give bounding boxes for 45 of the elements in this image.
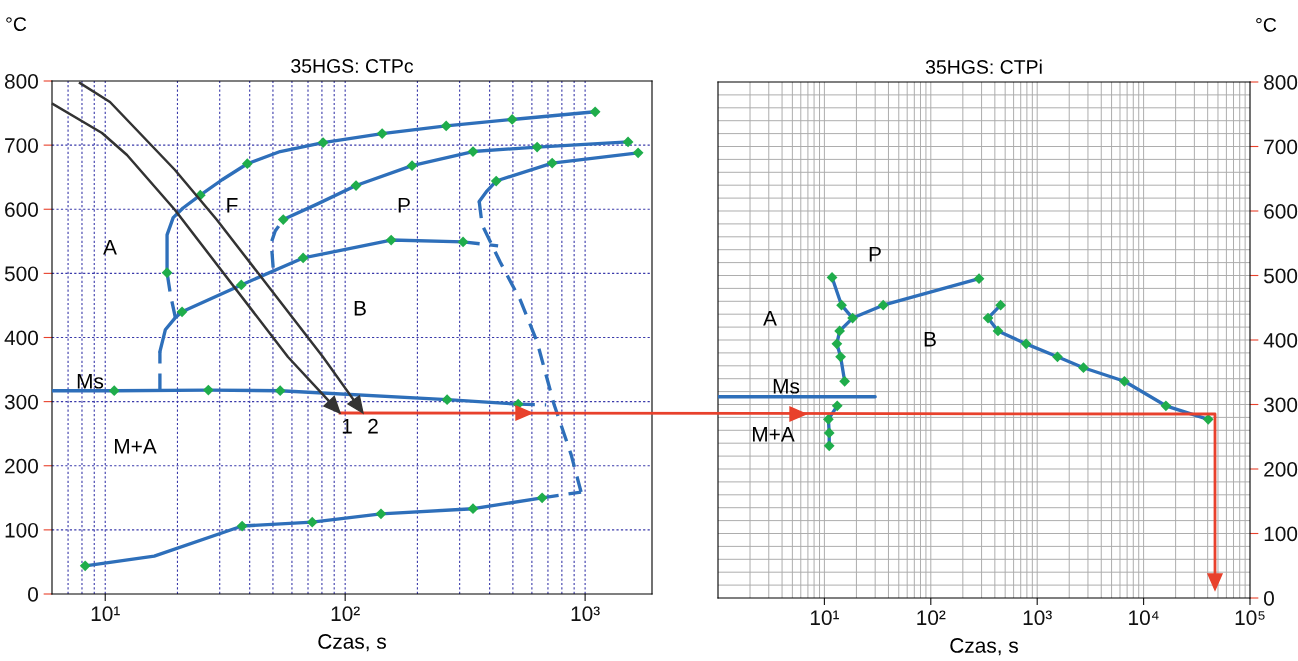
y-tick-label: 100 <box>5 522 38 538</box>
y-tick-label: 300 <box>4 394 38 410</box>
y2-tick-label: 300 <box>1263 397 1298 413</box>
x-tick-label: 10² <box>917 610 946 626</box>
x-axis-title: Czas, s <box>318 634 386 652</box>
x-tick-label: 10⁴ <box>1129 610 1159 626</box>
y-tick-label: 600 <box>5 202 38 217</box>
annotation: P <box>869 247 881 262</box>
y2-tick-label: 500 <box>1264 268 1298 284</box>
annotation: F <box>227 198 238 213</box>
annotation: A <box>103 240 117 255</box>
chart-title: 35HGS: CTPi <box>925 59 1042 74</box>
y2-tick-label: 200 <box>1264 462 1298 477</box>
annotation: M+A <box>753 427 795 442</box>
annotation: P <box>398 198 410 213</box>
x-tick-label: 10³ <box>571 606 600 622</box>
annotation: B <box>924 332 936 347</box>
annotation: 2 <box>368 418 378 434</box>
chart-title: 35HGS: CTPc <box>291 59 414 73</box>
y2-axis-title: °C <box>1256 17 1277 32</box>
y2-tick-label: 800 <box>1264 75 1298 90</box>
x-tick-label: 10⁵ <box>1235 610 1265 626</box>
annotation: Ms <box>773 379 800 394</box>
y-tick-label: 400 <box>4 330 38 346</box>
annotation: M+A <box>115 439 157 454</box>
y-tick-label: 0 <box>28 587 38 602</box>
x-tick-label: 10³ <box>1023 610 1052 626</box>
y-axis-title: °C <box>6 17 27 31</box>
y2-tick-label: 700 <box>1264 139 1298 155</box>
x-tick-label: 10¹ <box>810 610 839 626</box>
y2-tick-label: 100 <box>1264 526 1298 542</box>
x-tick-label: 10¹ <box>91 606 120 622</box>
annotation: B <box>354 301 366 316</box>
x-tick-label: 10² <box>331 606 360 622</box>
annotation: Ms <box>77 374 104 389</box>
y2-tick-label: 600 <box>1264 204 1298 219</box>
annotation: A <box>763 311 777 326</box>
y-tick-label: 500 <box>4 266 38 282</box>
y-tick-label: 800 <box>4 74 38 89</box>
y2-tick-label: 400 <box>1263 333 1298 348</box>
annotation: 1 <box>342 419 352 434</box>
y-tick-label: 200 <box>5 458 38 474</box>
y2-tick-label: 0 <box>1264 591 1274 606</box>
x-axis-title: Czas, s <box>950 638 1018 656</box>
y-tick-label: 700 <box>5 138 38 153</box>
